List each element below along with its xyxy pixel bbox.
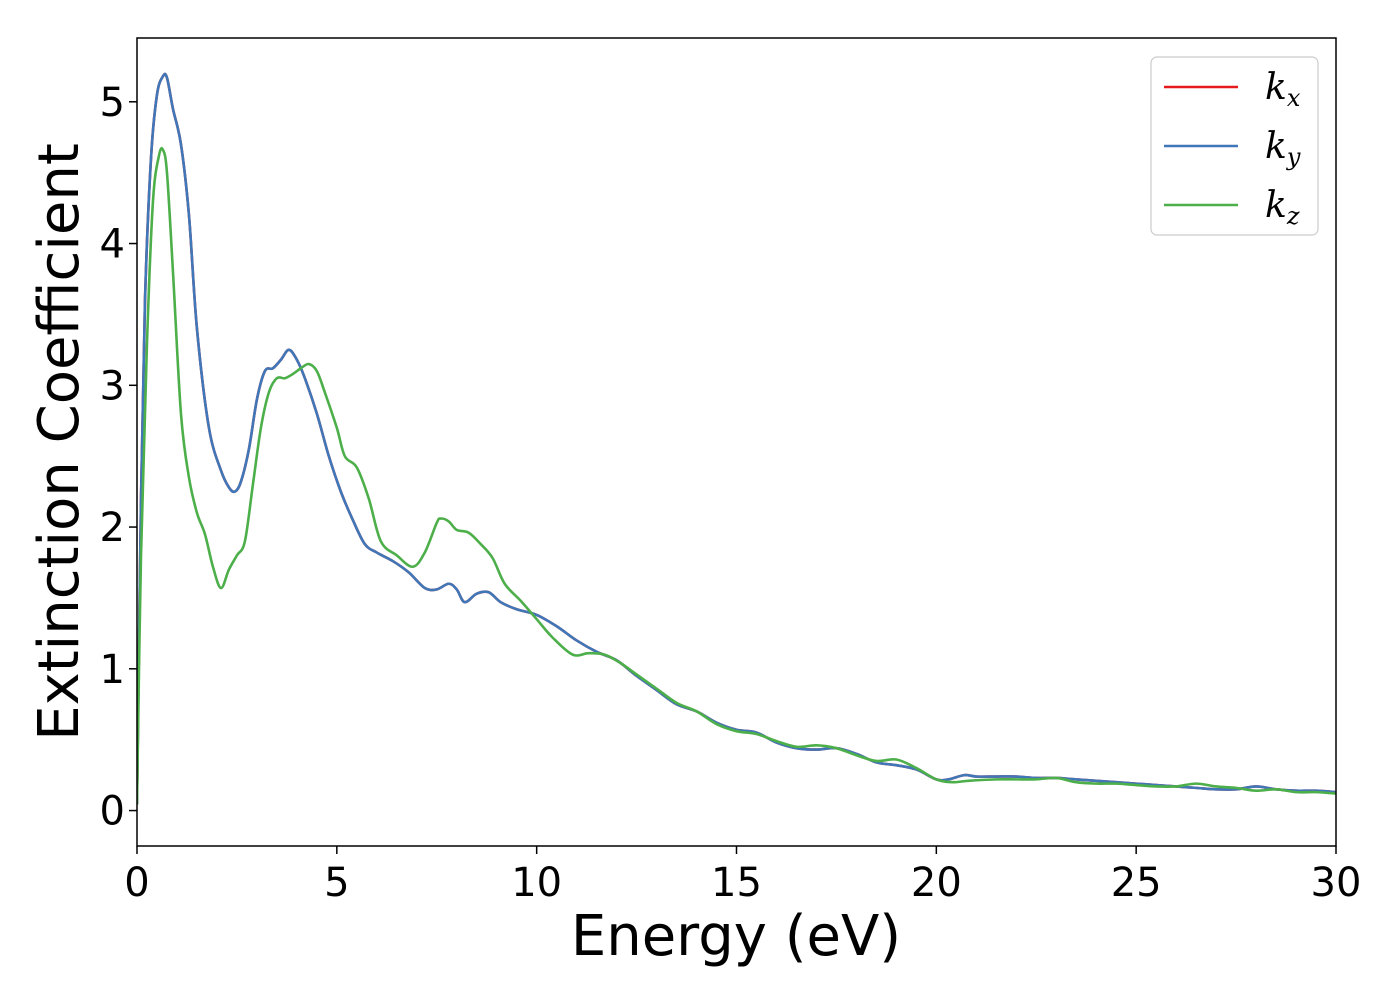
series-line-k-z <box>137 146 1336 805</box>
y-tick-label: 3 <box>100 363 125 409</box>
legend-label-base: k <box>1265 185 1287 226</box>
y-tick-label: 2 <box>100 505 125 551</box>
x-axis-title: Energy (eV) <box>571 904 901 969</box>
legend-label-subscript: z <box>1286 202 1300 230</box>
legend-label-base: k <box>1265 126 1287 167</box>
x-tick-label: 0 <box>124 860 149 906</box>
legend-label-base: k <box>1265 67 1287 108</box>
series-group <box>137 72 1336 805</box>
legend-label-subscript: y <box>1286 143 1301 171</box>
legend-label: kx <box>1265 67 1301 112</box>
y-tick-label: 0 <box>100 789 125 835</box>
y-axis-title: Extinction Coefficient <box>27 143 92 741</box>
x-tick-label: 10 <box>511 860 562 906</box>
y-axis: 0 1 2 3 4 5 <box>100 80 137 835</box>
x-tick-label: 25 <box>1111 860 1162 906</box>
x-tick-label: 30 <box>1311 860 1362 906</box>
y-tick-label: 1 <box>100 647 125 693</box>
legend-label: kz <box>1265 185 1300 230</box>
x-axis: 0 5 10 15 20 25 30 <box>124 846 1361 906</box>
y-tick-label: 5 <box>100 80 125 126</box>
legend-label-subscript: x <box>1287 84 1301 112</box>
legend-label: ky <box>1265 126 1301 171</box>
x-tick-label: 5 <box>324 860 349 906</box>
x-tick-label: 20 <box>911 860 962 906</box>
x-tick-label: 15 <box>711 860 762 906</box>
y-tick-label: 4 <box>100 222 125 268</box>
